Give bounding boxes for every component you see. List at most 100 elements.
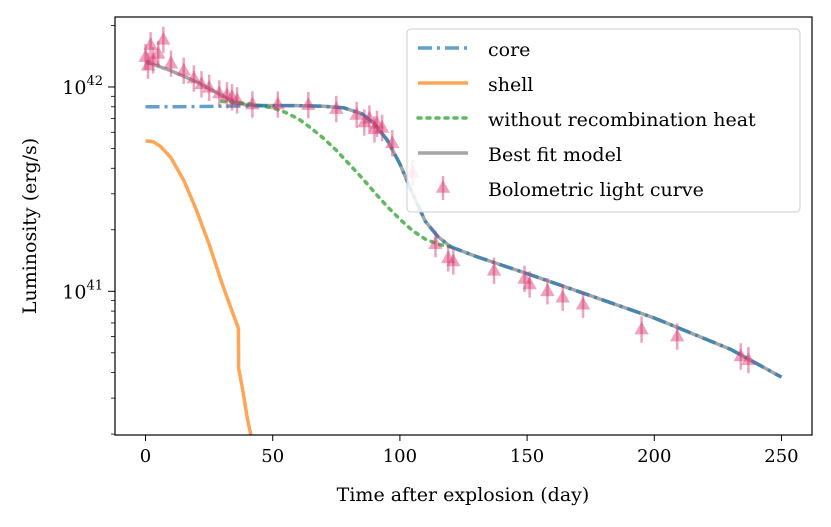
observations-layer [138, 26, 756, 374]
series-line-without-recombination-heat [220, 99, 453, 249]
triangle-marker [143, 37, 158, 51]
y-tick-label: 1041 [62, 278, 103, 303]
series-line-core [145, 103, 783, 379]
legend-label-shell: shell [488, 74, 533, 96]
triangle-marker [575, 296, 591, 310]
observation-point [486, 257, 502, 284]
triangle-marker [219, 87, 235, 101]
triangle-marker [362, 110, 377, 124]
triangle-marker [245, 96, 260, 110]
observation-point [270, 91, 286, 118]
triangle-marker [522, 276, 537, 290]
observation-point [357, 109, 372, 136]
triangle-marker [367, 121, 382, 135]
triangle-marker [441, 250, 456, 264]
observation-point [385, 130, 400, 157]
triangle-marker [201, 79, 217, 93]
triangle-marker [186, 70, 202, 84]
observation-point [441, 245, 456, 272]
observation-point [140, 52, 156, 79]
x-axis-label: Time after explosion (day) [337, 484, 590, 506]
observation-point [522, 271, 537, 298]
observation-point [143, 32, 158, 59]
triangle-marker [374, 119, 390, 133]
observation-point [145, 47, 161, 74]
triangle-marker [212, 85, 227, 99]
y-tick-label: 1042 [62, 74, 103, 99]
x-tick-label: 50 [261, 446, 284, 467]
observation-point [329, 95, 344, 123]
plot-frame [114, 16, 813, 436]
observation-point [428, 231, 443, 258]
observation-point [374, 114, 390, 142]
triangle-marker [634, 321, 649, 335]
observation-point [176, 57, 191, 84]
observation-point [194, 71, 209, 98]
observation-point [446, 248, 461, 275]
observation-point [349, 101, 364, 129]
observation-point [151, 40, 166, 68]
triangle-marker [151, 45, 166, 59]
triangle-marker [428, 236, 443, 250]
triangle-marker [329, 101, 344, 114]
observation-point [301, 91, 316, 119]
observation-point [138, 43, 153, 71]
triangle-marker [301, 97, 316, 110]
legend-label-core: core [488, 39, 530, 61]
observation-point [201, 74, 217, 102]
triangle-marker [357, 114, 372, 128]
triangle-marker [156, 31, 171, 45]
triangle-marker [385, 135, 400, 149]
triangle-marker [163, 55, 179, 69]
triangle-marker [349, 106, 364, 120]
axes: 0 50 100 150 200 250 1042 1041 [62, 25, 799, 467]
observation-point [555, 284, 570, 311]
triangle-marker [229, 92, 245, 106]
triangle-marker [140, 57, 156, 71]
triangle-marker [540, 283, 555, 297]
observation-point [369, 110, 385, 138]
x-tick-label: 200 [637, 446, 671, 467]
observation-point [733, 343, 748, 370]
observation-point [669, 323, 685, 350]
triangle-marker [224, 89, 240, 103]
observation-point [540, 278, 555, 305]
observation-point [575, 291, 591, 318]
triangle-marker [733, 348, 748, 362]
triangle-marker [555, 289, 570, 303]
triangle-marker [138, 49, 153, 62]
legend-swatch-bolometric-light-curve [435, 180, 451, 193]
observation-point [219, 82, 235, 109]
y-axis-label: Luminosity (erg/s) [19, 138, 41, 314]
triangle-marker [741, 352, 756, 365]
triangle-marker [446, 253, 461, 267]
observation-point [367, 116, 382, 143]
observation-point [163, 50, 179, 77]
triangle-marker [145, 52, 161, 66]
legend-label-best-fit-model: Best fit model [488, 144, 622, 166]
series-line-shell [145, 139, 253, 435]
x-tick-label: 150 [510, 446, 544, 467]
triangle-marker [194, 76, 209, 90]
observation-point [212, 80, 227, 107]
observation-point [245, 91, 260, 118]
observation-point [517, 265, 532, 293]
triangle-marker [486, 262, 502, 276]
observation-point [741, 347, 756, 374]
triangle-marker [176, 62, 191, 76]
legend-box [406, 28, 801, 213]
triangle-marker [369, 115, 385, 129]
observation-point [224, 84, 240, 111]
x-tick-label: 100 [383, 446, 417, 467]
triangle-marker [517, 270, 532, 284]
observation-point [229, 87, 245, 114]
x-tick-label: 250 [764, 446, 798, 467]
legend-label-bolometric-light-curve: Bolometric light curve [488, 179, 704, 201]
legend-label-without-recombination-heat: without recombination heat [488, 109, 756, 131]
observation-point [362, 105, 377, 132]
triangle-marker [669, 328, 685, 342]
observation-point [186, 65, 202, 92]
observation-point [634, 316, 649, 343]
legend: core shell without recombination heat Best … [406, 28, 801, 213]
